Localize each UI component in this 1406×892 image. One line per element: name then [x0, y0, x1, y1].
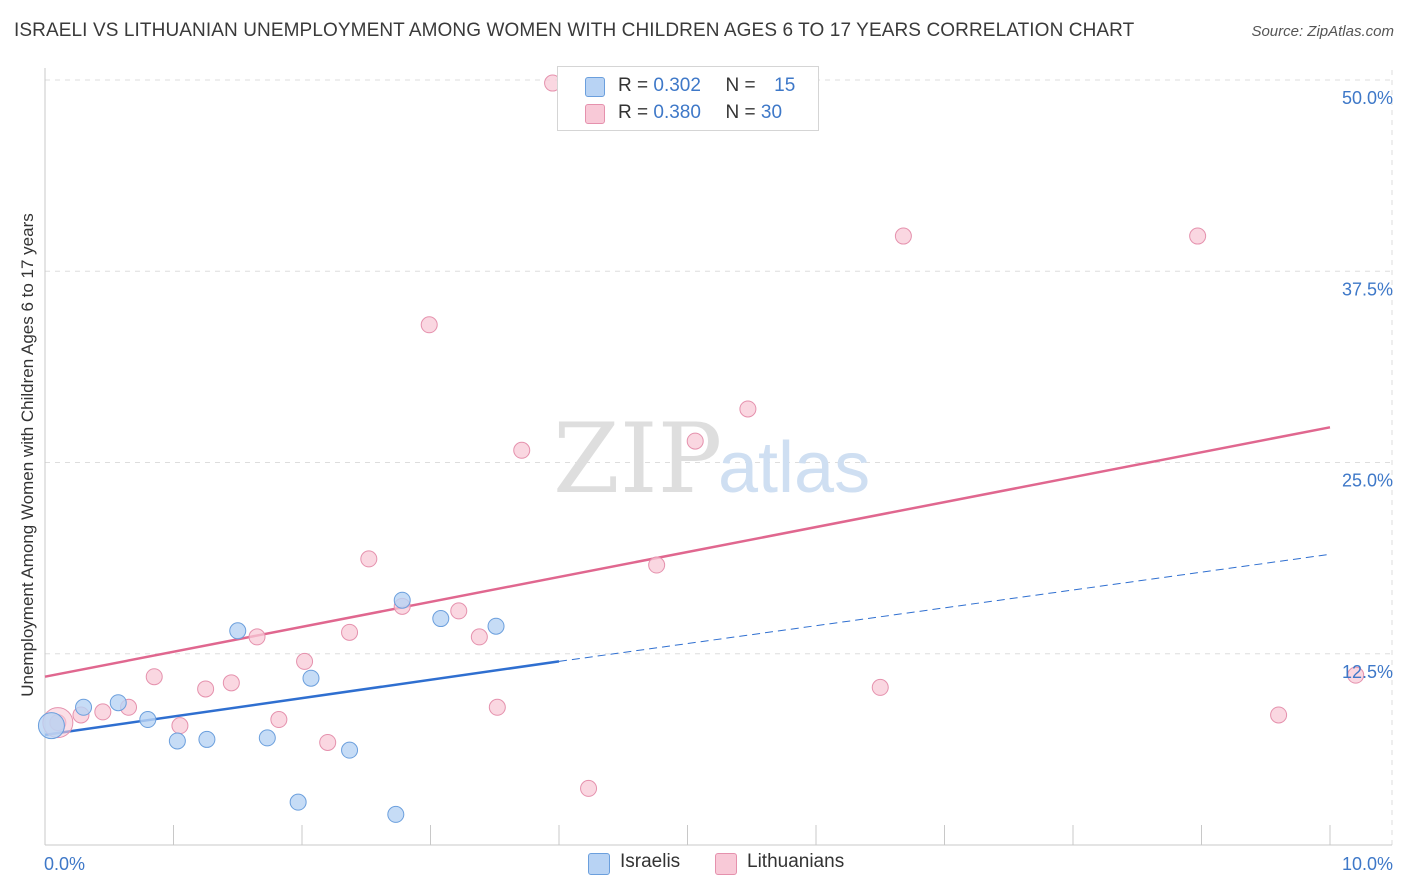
israeli-point: [258, 729, 276, 747]
lithuanian-point: [648, 556, 666, 574]
lithuanian-point: [513, 441, 531, 459]
lithuanian-point: [270, 711, 288, 729]
legend-swatch-israelis: [585, 77, 605, 97]
israeli-point: [289, 793, 307, 811]
israeli-trend-line-extrapolated: [558, 553, 1331, 662]
lithuanian-point: [1189, 227, 1207, 245]
lithuanian-point: [145, 668, 163, 686]
lithuanian-point: [1270, 706, 1288, 724]
data-points: [37, 74, 1365, 823]
gridlines: [45, 70, 1393, 845]
lithuanian-point: [94, 703, 112, 721]
israeli-point: [487, 617, 505, 635]
x-tick-label: 10.0%: [1342, 854, 1393, 874]
legend-n-value: 15: [774, 75, 796, 96]
source-label: Source: ZipAtlas.com: [1251, 23, 1394, 40]
israeli-point: [341, 741, 359, 759]
israeli-point: [229, 622, 247, 640]
lithuanian-point: [296, 652, 314, 670]
israeli-point: [109, 694, 127, 712]
x-tick-label: 0.0%: [44, 854, 85, 874]
legend-n-label: N =: [725, 75, 756, 96]
y-tick-label: 25.0%: [1342, 471, 1393, 491]
lithuanian-point: [450, 602, 468, 620]
legend-box: R = 0.302 N = 15 R = 0.380 N = 30: [557, 66, 819, 131]
bottom-legend-label-israelis: Israelis: [620, 851, 681, 872]
legend-swatch-lithuanians: [585, 104, 605, 124]
lithuanian-point: [197, 680, 215, 698]
legend-r-value: 0.380: [653, 102, 701, 123]
bottom-legend-swatch-israelis: [588, 853, 610, 875]
israeli-point: [302, 669, 320, 687]
legend-n-value: 30: [760, 102, 783, 123]
lithuanian-point: [894, 227, 912, 245]
lithuanian-point: [248, 628, 266, 646]
bottom-legend-label-lithuanians: Lithuanians: [747, 851, 845, 872]
lithuanian-point: [420, 316, 438, 334]
lithuanian-point: [686, 432, 704, 450]
watermark-atlas: atlas: [718, 428, 870, 508]
lithuanian-point: [341, 623, 359, 641]
israeli-point: [139, 711, 157, 729]
bottom-legend-swatch-lithuanians: [715, 853, 737, 875]
legend-r-label: R =: [618, 102, 649, 123]
lithuanian-point: [222, 674, 240, 692]
lithuanian-point: [319, 733, 337, 751]
lithuanian-point: [871, 678, 889, 696]
y-axis-label: Unemployment Among Women with Children A…: [18, 213, 37, 697]
y-tick-label: 50.0%: [1342, 88, 1393, 108]
israeli-point: [37, 712, 65, 740]
axes: [44, 68, 1392, 846]
y-tick-label: 12.5%: [1342, 662, 1393, 682]
israeli-point: [432, 610, 450, 628]
israeli-point: [393, 591, 411, 609]
lithuanian-point: [580, 779, 598, 797]
lithuanian-point: [360, 550, 378, 568]
israeli-point: [387, 805, 405, 823]
lithuanian-point: [171, 717, 189, 735]
lithuanian-point: [739, 400, 757, 418]
y-tick-label: 37.5%: [1342, 279, 1393, 299]
israeli-trend-line: [44, 660, 560, 737]
lithuanian-point: [488, 698, 506, 716]
legend-r-value: 0.302: [653, 75, 701, 96]
legend-n-label: N =: [725, 102, 756, 123]
legend-r-label: R =: [618, 75, 649, 96]
israeli-point: [198, 730, 216, 748]
israeli-point: [75, 698, 93, 716]
watermark-zip: ZIP: [553, 403, 722, 515]
israeli-point: [168, 732, 186, 750]
chart-title: ISRAELI VS LITHUANIAN UNEMPLOYMENT AMONG…: [14, 20, 1135, 41]
tick-labels: 12.5% 25.0% 37.5% 50.0% 0.0% 10.0%: [44, 88, 1393, 874]
lithuanian-point: [1347, 666, 1365, 684]
lithuanian-point: [470, 628, 488, 646]
